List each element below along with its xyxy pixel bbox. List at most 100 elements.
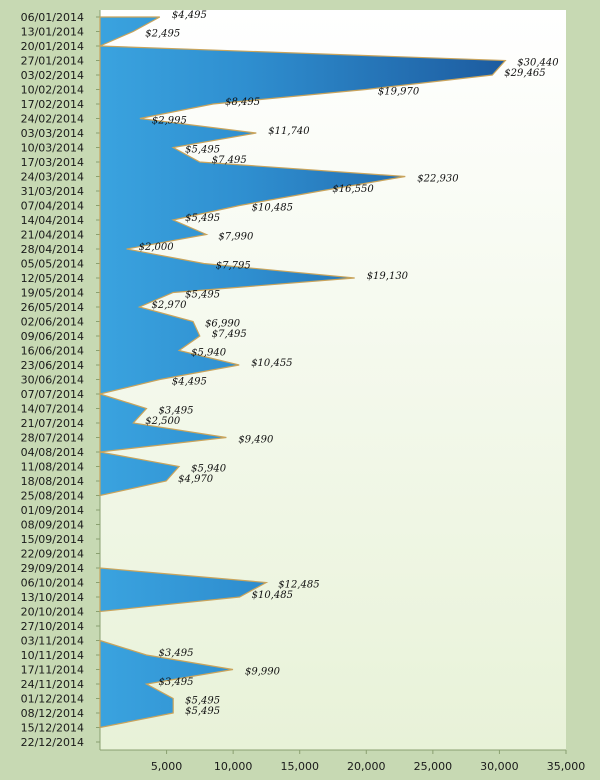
y-tick-label: 28/07/2014 [21, 432, 84, 445]
data-label: $5,495 [185, 213, 220, 224]
y-tick-label: 01/12/2014 [21, 693, 84, 706]
x-tick-label: 10,000 [214, 760, 253, 773]
y-tick-label: 19/05/2014 [21, 287, 84, 300]
data-label: $10,485 [252, 203, 293, 214]
data-label: $2,970 [152, 300, 188, 311]
x-tick-label: 30,000 [480, 760, 519, 773]
data-label: $3,495 [159, 406, 194, 417]
data-label: $9,490 [238, 435, 274, 446]
data-label: $19,130 [367, 271, 409, 282]
data-label: $10,455 [251, 358, 292, 369]
y-tick-label: 25/08/2014 [21, 490, 84, 503]
data-label: $11,740 [268, 126, 310, 137]
y-tick-label: 03/03/2014 [21, 127, 84, 140]
x-tick-label: 5,000 [151, 760, 183, 773]
y-tick-label: 14/04/2014 [21, 214, 84, 227]
y-tick-label: 11/08/2014 [21, 461, 84, 474]
y-tick-label: 13/01/2014 [21, 26, 84, 39]
y-tick-label: 20/10/2014 [21, 606, 84, 619]
data-label: $9,990 [245, 667, 281, 678]
area-series [99, 639, 234, 729]
x-tick-label: 15,000 [280, 760, 319, 773]
y-tick-label: 15/12/2014 [21, 722, 84, 735]
area-series [99, 16, 161, 47]
y-tick-label: 10/11/2014 [21, 649, 84, 662]
data-label: $2,500 [145, 416, 181, 427]
area-series [99, 567, 269, 613]
y-tick-label: 17/02/2014 [21, 98, 84, 111]
data-label: $19,970 [378, 87, 420, 98]
y-tick-label: 07/07/2014 [21, 388, 84, 401]
y-tick-label: 05/05/2014 [21, 258, 84, 271]
y-tick-label: 22/12/2014 [21, 736, 84, 749]
data-label: $29,465 [504, 68, 545, 79]
data-label: $5,495 [185, 145, 220, 156]
y-tick-label: 24/03/2014 [21, 171, 84, 184]
y-tick-label: 31/03/2014 [21, 185, 84, 198]
y-tick-label: 08/09/2014 [21, 519, 84, 532]
y-tick-label: 10/03/2014 [21, 142, 84, 155]
y-tick-label: 07/04/2014 [21, 200, 84, 213]
x-tick-label: 25,000 [414, 760, 453, 773]
y-tick-label: 17/11/2014 [21, 664, 84, 677]
y-tick-label: 16/06/2014 [21, 345, 84, 358]
data-label: $3,495 [159, 677, 194, 688]
y-tick-label: 21/07/2014 [21, 417, 84, 430]
data-label: $2,495 [145, 29, 180, 40]
data-label: $2,000 [139, 242, 175, 253]
area-series [99, 393, 227, 453]
y-tick-label: 21/04/2014 [21, 229, 84, 242]
y-tick-label: 13/10/2014 [21, 591, 84, 604]
y-tick-label: 14/07/2014 [21, 403, 84, 416]
y-tick-label: 26/05/2014 [21, 301, 84, 314]
y-tick-label: 27/10/2014 [21, 620, 84, 633]
data-label: $7,495 [212, 155, 247, 166]
y-tick-label: 12/05/2014 [21, 272, 84, 285]
y-tick-label: 18/08/2014 [21, 475, 84, 488]
y-tick-label: 06/10/2014 [21, 577, 84, 590]
y-tick-label: 28/04/2014 [21, 243, 84, 256]
x-tick-label: 35,000 [547, 760, 586, 773]
y-tick-label: 06/01/2014 [21, 11, 84, 24]
y-tick-label: 29/09/2014 [21, 562, 84, 575]
data-label: $5,495 [185, 706, 220, 717]
data-label: $22,930 [417, 174, 459, 185]
data-label: $7,495 [212, 329, 247, 340]
x-tick-label: 20,000 [347, 760, 386, 773]
area-series [99, 451, 181, 497]
data-label: $10,485 [252, 590, 293, 601]
data-label: $5,940 [191, 348, 227, 359]
data-label: $5,940 [191, 464, 227, 475]
y-tick-label: 30/06/2014 [21, 374, 84, 387]
y-tick-label: 22/09/2014 [21, 548, 84, 561]
data-label: $3,495 [159, 648, 194, 659]
y-tick-label: 10/02/2014 [21, 84, 84, 97]
y-tick-label: 08/12/2014 [21, 707, 84, 720]
data-label: $2,995 [152, 116, 187, 127]
data-label: $7,990 [218, 232, 254, 243]
data-label: $7,795 [216, 261, 251, 272]
y-tick-label: 01/09/2014 [21, 504, 84, 517]
data-label: $4,495 [172, 10, 207, 21]
area-series [99, 45, 507, 395]
y-tick-label: 03/02/2014 [21, 69, 84, 82]
y-tick-label: 03/11/2014 [21, 635, 84, 648]
y-tick-label: 27/01/2014 [21, 55, 84, 68]
y-tick-label: 24/02/2014 [21, 113, 84, 126]
data-label: $5,495 [185, 696, 220, 707]
y-tick-label: 23/06/2014 [21, 359, 84, 372]
data-label: $5,495 [185, 290, 220, 301]
data-label: $16,550 [332, 184, 374, 195]
y-tick-label: 24/11/2014 [21, 678, 84, 691]
y-tick-label: 09/06/2014 [21, 330, 84, 343]
data-label: $30,440 [517, 58, 559, 69]
y-tick-label: 20/01/2014 [21, 40, 84, 53]
data-label: $4,495 [172, 377, 207, 388]
y-tick-label: 15/09/2014 [21, 533, 84, 546]
data-label: $6,990 [205, 319, 241, 330]
data-label: $4,970 [178, 474, 214, 485]
y-tick-label: 04/08/2014 [21, 446, 84, 459]
y-tick-label: 02/06/2014 [21, 316, 84, 329]
